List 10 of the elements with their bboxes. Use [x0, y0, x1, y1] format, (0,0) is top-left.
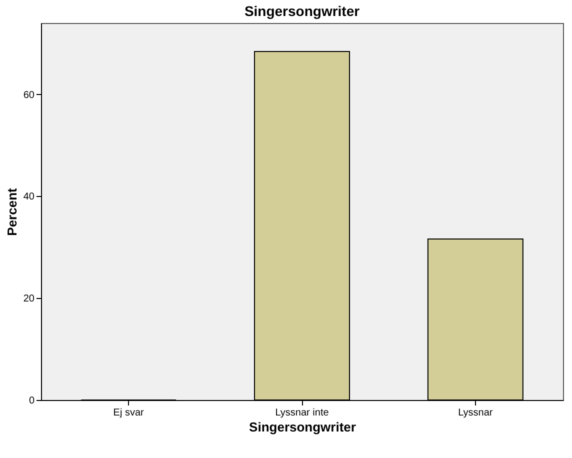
x-axis-title: Singersongwriter [249, 420, 356, 434]
y-tick-label: 20 [23, 294, 35, 305]
y-tick-label: 60 [23, 90, 35, 101]
chart-title: Singersongwriter [244, 3, 360, 19]
y-tick-label: 0 [28, 396, 35, 406]
x-tick-label: Lyssnar [458, 408, 494, 418]
x-tick-label: Ej svar [113, 408, 145, 418]
y-tick-label: 40 [23, 192, 35, 203]
x-tick-label: Lyssnar inte [275, 408, 330, 418]
y-axis-title: Percent [4, 187, 20, 236]
